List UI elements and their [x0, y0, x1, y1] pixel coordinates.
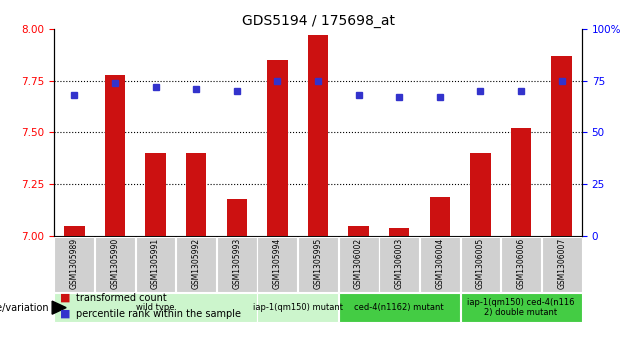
Bar — [267, 60, 287, 236]
Bar — [430, 197, 450, 236]
Text: ■: ■ — [60, 293, 71, 303]
Bar — [258, 293, 338, 322]
Bar — [339, 237, 378, 291]
Bar — [64, 226, 85, 236]
Bar — [420, 237, 460, 291]
Bar — [542, 237, 581, 291]
Text: GSM1306004: GSM1306004 — [435, 238, 445, 289]
Bar — [186, 153, 206, 236]
Text: GSM1305995: GSM1305995 — [314, 238, 322, 289]
Title: GDS5194 / 175698_at: GDS5194 / 175698_at — [242, 14, 394, 28]
Text: transformed count: transformed count — [76, 293, 167, 303]
Text: GSM1305990: GSM1305990 — [111, 238, 120, 289]
Bar — [470, 153, 490, 236]
Text: iap-1(qm150) ced-4(n116
2) double mutant: iap-1(qm150) ced-4(n116 2) double mutant — [467, 298, 575, 317]
Text: GSM1305994: GSM1305994 — [273, 238, 282, 289]
Bar — [258, 237, 297, 291]
Text: GSM1306007: GSM1306007 — [557, 238, 566, 289]
Text: GSM1305991: GSM1305991 — [151, 238, 160, 289]
Bar — [217, 237, 257, 291]
Bar — [389, 228, 410, 236]
Bar — [298, 237, 338, 291]
Text: GSM1306003: GSM1306003 — [395, 238, 404, 289]
Text: GSM1306002: GSM1306002 — [354, 238, 363, 289]
Text: wild type: wild type — [136, 303, 175, 312]
Bar — [176, 237, 216, 291]
Text: iap-1(qm150) mutant: iap-1(qm150) mutant — [252, 303, 343, 312]
Bar — [460, 293, 581, 322]
Bar — [105, 74, 125, 236]
Bar — [511, 129, 531, 236]
Bar — [226, 199, 247, 236]
Bar — [146, 153, 166, 236]
Text: GSM1306005: GSM1306005 — [476, 238, 485, 289]
Bar — [551, 56, 572, 236]
Bar — [308, 35, 328, 236]
Bar — [379, 237, 419, 291]
Bar — [55, 293, 257, 322]
Bar — [501, 237, 541, 291]
Text: GSM1305989: GSM1305989 — [70, 238, 79, 289]
Bar — [460, 237, 501, 291]
Text: genotype/variation: genotype/variation — [0, 303, 49, 313]
Bar — [349, 226, 369, 236]
Bar — [339, 293, 460, 322]
Text: ■: ■ — [60, 309, 71, 319]
Text: GSM1305992: GSM1305992 — [191, 238, 201, 289]
Bar — [95, 237, 135, 291]
Bar — [55, 237, 94, 291]
Text: GSM1306006: GSM1306006 — [516, 238, 525, 289]
Bar — [135, 237, 176, 291]
Text: percentile rank within the sample: percentile rank within the sample — [76, 309, 241, 319]
Text: GSM1305993: GSM1305993 — [232, 238, 241, 289]
Text: ced-4(n1162) mutant: ced-4(n1162) mutant — [354, 303, 444, 312]
